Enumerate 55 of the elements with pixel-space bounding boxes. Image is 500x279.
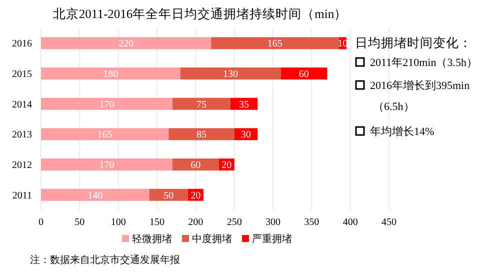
annotation: 2011年210min（3.5h） <box>370 57 478 69</box>
data-label: 60 <box>298 69 309 80</box>
legend-label: 中度拥堵 <box>192 233 232 245</box>
x-tick-label: 100 <box>110 217 126 228</box>
x-tick-label: 50 <box>74 217 85 228</box>
y-tick-label: 2011 <box>12 190 32 202</box>
data-label: 170 <box>99 160 114 171</box>
bar <box>280 68 328 80</box>
x-tick-label: 450 <box>382 217 396 228</box>
bar <box>172 98 230 110</box>
y-tick-label: 2013 <box>12 130 32 141</box>
data-label: 170 <box>99 99 114 110</box>
y-tick-label: 2015 <box>12 69 32 80</box>
bar <box>41 158 172 170</box>
legend-label: 严重拥堵 <box>252 233 292 245</box>
data-label: 140 <box>88 190 103 202</box>
data-label: 20 <box>190 190 201 202</box>
bar <box>41 98 172 110</box>
data-label: 75 <box>196 99 206 110</box>
data-label: 220 <box>118 38 134 50</box>
annotation: 日均拥堵时间变化： <box>355 36 472 50</box>
data-label: 35 <box>239 99 249 110</box>
data-label: 165 <box>97 130 112 141</box>
bar <box>149 188 188 201</box>
data-label: 130 <box>222 69 238 80</box>
text: 注：数据来自北京市交通发展年报 <box>30 254 180 266</box>
data-label: 165 <box>267 38 282 50</box>
x-tick-label: 350 <box>304 217 320 228</box>
y-tick-label: 2014 <box>12 99 32 110</box>
y-tick-label: 2016 <box>12 38 32 50</box>
y-tick-label: 2012 <box>12 160 32 171</box>
x-tick-label: 250 <box>226 217 242 228</box>
data-label: 180 <box>103 69 118 80</box>
x-tick-label: 0 <box>38 217 44 228</box>
data-label: 60 <box>190 160 201 171</box>
data-label: 85 <box>196 130 206 141</box>
bar <box>211 37 339 50</box>
x-tick-label: 200 <box>188 217 204 228</box>
bar <box>41 37 212 50</box>
bar <box>41 128 169 140</box>
x-tick-label: 150 <box>150 217 164 228</box>
data-label: 50 <box>164 190 174 202</box>
data-label: 30 <box>240 130 251 141</box>
data-label: 20 <box>222 160 232 171</box>
x-tick-label: 300 <box>266 217 280 228</box>
x-tick-label: 400 <box>342 217 358 228</box>
bar <box>41 68 180 80</box>
annotation: 年均增长14% <box>370 125 434 138</box>
annotation: 2016年增长到395min（6.5h） <box>370 79 470 113</box>
legend-label: 轻微拥堵 <box>132 233 172 245</box>
bar <box>41 188 150 201</box>
bar <box>168 128 234 140</box>
bar <box>180 68 281 80</box>
bar <box>172 158 219 170</box>
chart-title: 北京2011-2016年全年日均交通拥堵持续时间（min） <box>52 6 348 21</box>
